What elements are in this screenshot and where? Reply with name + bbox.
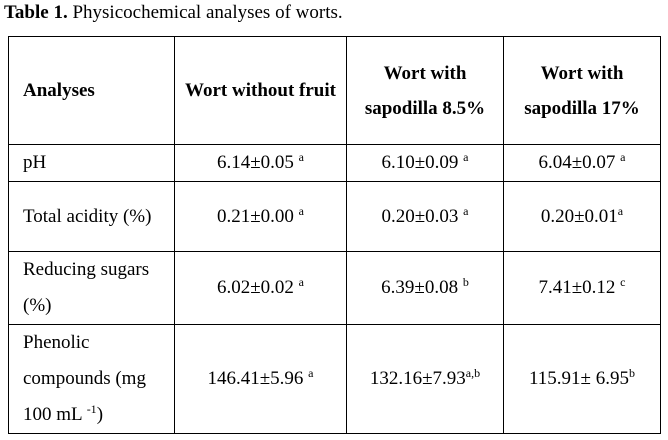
row-label: Reducing sugars (%): [8, 251, 175, 325]
table-cell: 115.91± 6.95b: [503, 324, 661, 434]
table-title: Physicochemical analyses of worts.: [67, 2, 343, 23]
header-wort-without-fruit: Wort without fruit: [174, 36, 347, 145]
row-label: Total acidity (%): [8, 181, 175, 252]
cell-value: 0.20±0.01: [540, 205, 618, 227]
cell-value: 6.14±0.05: [216, 152, 294, 173]
cell-value: 132.16±7.93: [369, 368, 466, 389]
table-row: pH 6.14±0.05 a 6.10±0.09 a 6.04±0.07 a: [8, 144, 661, 182]
significance-letter: a: [298, 150, 304, 164]
cell-value: 0.20±0.03: [381, 205, 459, 227]
header-wort-sapodilla-8-5: Wort with sapodilla 8.5%: [346, 36, 504, 145]
cell-value: 115.91± 6.95: [529, 368, 629, 389]
table-row: Reducing sugars (%) 6.02±0.02 a 6.39±0.0…: [8, 251, 661, 325]
table-cell: 0.20±0.01a: [503, 181, 661, 252]
table-caption: Table 1. Physicochemical analyses of wor…: [4, 2, 343, 24]
significance-letter: a: [620, 150, 626, 164]
table-cell: 6.14±0.05 a: [174, 144, 347, 182]
significance-letter: a: [617, 203, 624, 218]
cell-value: 7.41±0.12: [538, 277, 616, 298]
cell-value: 146.41±5.96: [207, 368, 304, 389]
significance-letter: a: [308, 366, 314, 380]
significance-letter: b: [628, 366, 635, 380]
cell-value: 0.21±0.00: [216, 205, 294, 227]
table-cell: 132.16±7.93a,b: [346, 324, 504, 434]
cell-value: 6.39±0.08: [381, 277, 459, 298]
row-label: Phenolic compounds (mg 100 mL -1): [8, 324, 175, 434]
significance-letter: b: [462, 275, 469, 289]
table-cell: 6.39±0.08 b: [346, 251, 504, 325]
significance-letter: a: [463, 150, 469, 164]
significance-letter: a,b: [465, 366, 481, 380]
cell-value: 6.04±0.07: [538, 152, 616, 173]
table-cell: 6.02±0.02 a: [174, 251, 347, 325]
cell-value: 6.10±0.09: [381, 152, 459, 173]
table-cell: 6.10±0.09 a: [346, 144, 504, 182]
table-row: Total acidity (%) 0.21±0.00 a 0.20±0.03 …: [8, 181, 661, 252]
table-number: Table 1.: [4, 2, 68, 23]
table-cell: 146.41±5.96 a: [174, 324, 347, 434]
unit-exponent: -1: [86, 402, 97, 416]
row-label: pH: [8, 144, 175, 182]
significance-letter: a: [463, 203, 469, 218]
table-cell: 6.04±0.07 a: [503, 144, 661, 182]
table-cell: 0.21±0.00 a: [174, 181, 347, 252]
table-header-row: Analyses Wort without fruit Wort with sa…: [8, 36, 661, 145]
table-row: Phenolic compounds (mg 100 mL -1) 146.41…: [8, 324, 661, 434]
header-analyses: Analyses: [8, 36, 175, 145]
table-cell: 0.20±0.03 a: [346, 181, 504, 252]
significance-letter: a: [298, 275, 304, 289]
cell-value: 6.02±0.02: [216, 277, 294, 298]
table-cell: 7.41±0.12 c: [503, 251, 661, 325]
header-wort-sapodilla-17: Wort with sapodilla 17%: [503, 36, 661, 145]
physicochemical-table: Analyses Wort without fruit Wort with sa…: [8, 36, 661, 434]
significance-letter: c: [620, 275, 626, 289]
significance-letter: a: [298, 203, 304, 218]
